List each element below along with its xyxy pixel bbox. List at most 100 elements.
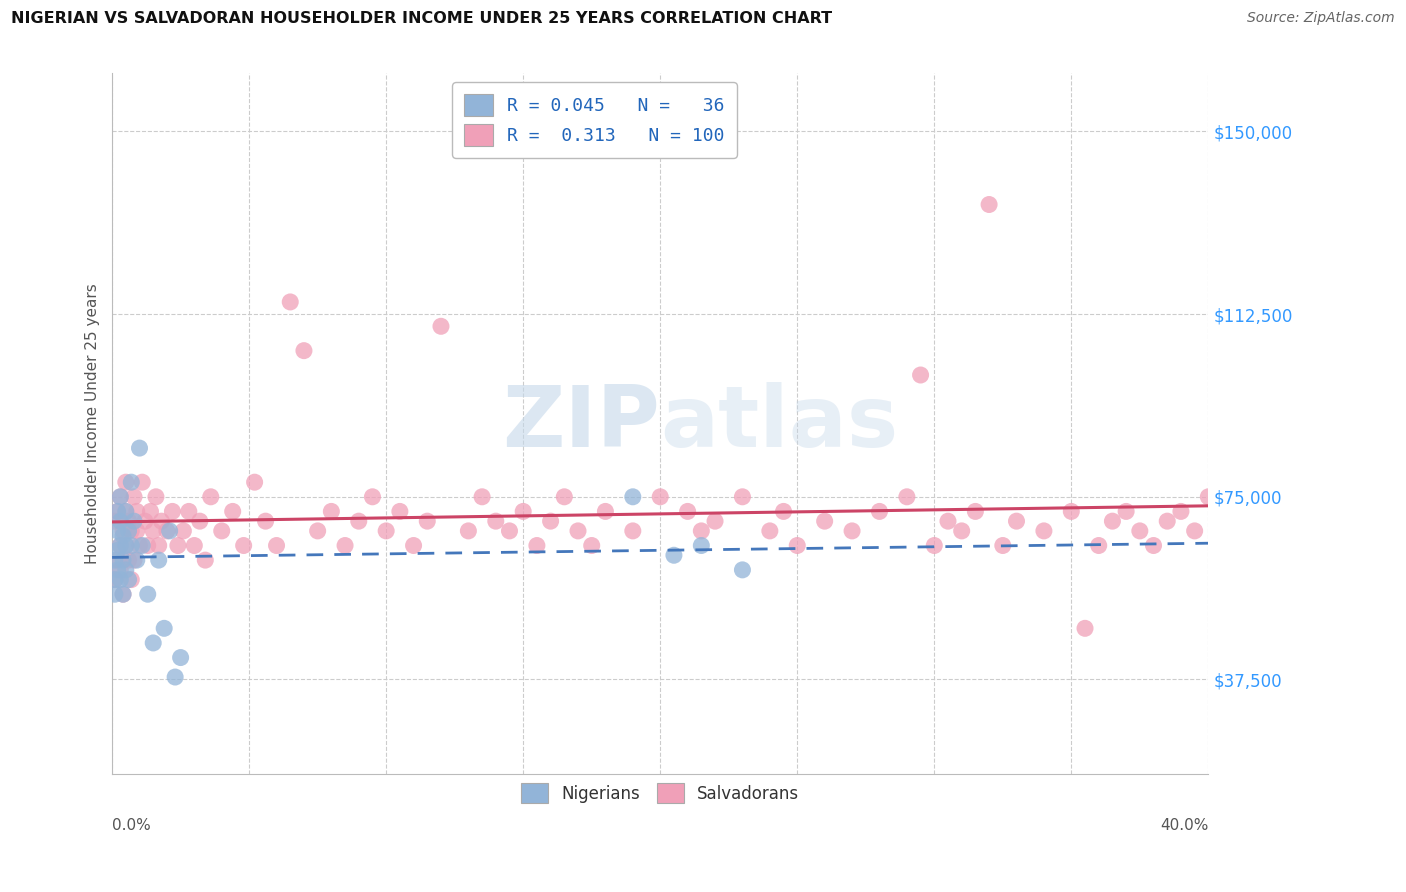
Point xyxy=(120,539,142,553)
Point xyxy=(457,524,479,538)
Point xyxy=(110,539,132,553)
Point xyxy=(1087,539,1109,553)
Point xyxy=(841,524,863,538)
Point xyxy=(772,504,794,518)
Point xyxy=(110,573,132,587)
Point xyxy=(110,539,132,553)
Point xyxy=(731,563,754,577)
Point xyxy=(704,514,727,528)
Text: 40.0%: 40.0% xyxy=(1160,818,1208,833)
Point xyxy=(136,539,159,553)
Point xyxy=(112,587,135,601)
Point xyxy=(159,524,181,538)
Point xyxy=(1060,504,1083,518)
Point xyxy=(471,490,494,504)
Point xyxy=(498,524,520,538)
Text: NIGERIAN VS SALVADORAN HOUSEHOLDER INCOME UNDER 25 YEARS CORRELATION CHART: NIGERIAN VS SALVADORAN HOUSEHOLDER INCOM… xyxy=(11,11,832,26)
Point xyxy=(112,524,135,538)
Point xyxy=(1197,490,1219,504)
Point xyxy=(120,524,142,538)
Point xyxy=(139,504,162,518)
Point xyxy=(120,573,142,587)
Point xyxy=(156,524,179,538)
Point xyxy=(388,504,411,518)
Point xyxy=(402,539,425,553)
Point xyxy=(690,524,713,538)
Point xyxy=(950,524,973,538)
Point xyxy=(759,524,782,538)
Point xyxy=(1005,514,1028,528)
Point xyxy=(221,504,243,518)
Point xyxy=(107,543,129,558)
Point xyxy=(690,539,713,553)
Point xyxy=(136,587,159,601)
Point xyxy=(526,539,548,553)
Point xyxy=(232,539,254,553)
Point xyxy=(1184,524,1206,538)
Point xyxy=(117,573,139,587)
Point xyxy=(107,504,129,518)
Point xyxy=(595,504,617,518)
Point xyxy=(1032,524,1054,538)
Point xyxy=(485,514,508,528)
Point xyxy=(621,490,644,504)
Point xyxy=(117,524,139,538)
Point xyxy=(1074,621,1097,635)
Point xyxy=(621,524,644,538)
Point xyxy=(117,514,139,528)
Point xyxy=(107,524,129,538)
Point xyxy=(128,539,150,553)
Point xyxy=(104,553,127,567)
Point xyxy=(110,514,132,528)
Point xyxy=(148,553,170,567)
Point xyxy=(896,490,918,504)
Point xyxy=(416,514,439,528)
Point xyxy=(347,514,370,528)
Point xyxy=(148,539,170,553)
Point xyxy=(786,539,808,553)
Point xyxy=(122,490,145,504)
Point xyxy=(114,539,136,553)
Point xyxy=(131,475,153,490)
Point xyxy=(120,475,142,490)
Point xyxy=(278,294,301,309)
Point xyxy=(104,573,127,587)
Point xyxy=(1156,514,1178,528)
Point xyxy=(1115,504,1137,518)
Point xyxy=(107,504,129,518)
Point xyxy=(676,504,699,518)
Point xyxy=(567,524,589,538)
Point xyxy=(375,524,398,538)
Point xyxy=(1170,504,1192,518)
Point xyxy=(142,636,165,650)
Text: 0.0%: 0.0% xyxy=(112,818,150,833)
Point xyxy=(650,490,672,504)
Point xyxy=(104,514,127,528)
Point xyxy=(814,514,837,528)
Point xyxy=(131,539,153,553)
Point xyxy=(936,514,959,528)
Point xyxy=(110,563,132,577)
Point xyxy=(1142,539,1164,553)
Point xyxy=(169,650,191,665)
Point xyxy=(731,490,754,504)
Point xyxy=(512,504,534,518)
Point xyxy=(114,539,136,553)
Point xyxy=(581,539,603,553)
Point xyxy=(430,319,453,334)
Point xyxy=(114,504,136,518)
Text: atlas: atlas xyxy=(661,383,898,466)
Point xyxy=(177,504,200,518)
Point xyxy=(1101,514,1123,528)
Point xyxy=(292,343,315,358)
Point xyxy=(1129,524,1152,538)
Point xyxy=(553,490,575,504)
Point xyxy=(307,524,329,538)
Point xyxy=(145,490,167,504)
Point xyxy=(104,587,127,601)
Point xyxy=(266,539,288,553)
Text: Source: ZipAtlas.com: Source: ZipAtlas.com xyxy=(1247,11,1395,25)
Point xyxy=(114,475,136,490)
Point xyxy=(977,197,1000,211)
Point xyxy=(150,514,173,528)
